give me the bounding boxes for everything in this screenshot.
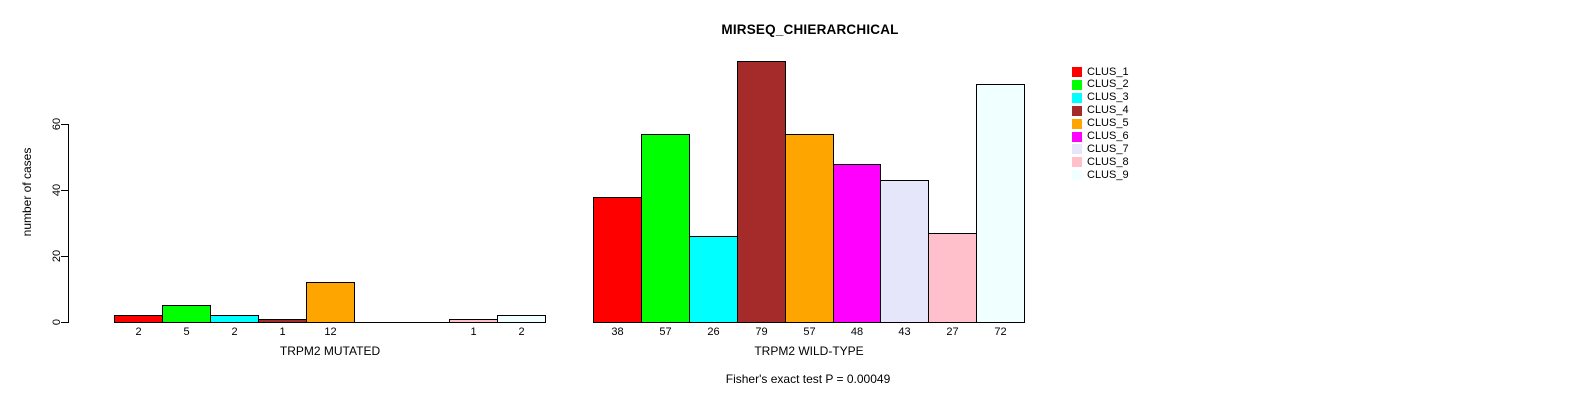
bar-value-label: 1 [279, 326, 286, 338]
bar-clus_3 [210, 315, 259, 323]
bar-clus_6 [833, 164, 881, 323]
legend-swatch-clus_4 [1072, 106, 1082, 116]
legend-label-clus_6: CLUS_6 [1087, 130, 1129, 142]
legend-label-clus_9: CLUS_9 [1087, 169, 1129, 181]
bar-value-label: 2 [231, 326, 238, 338]
bar-clus_9 [976, 84, 1025, 323]
bar-clus_5 [306, 282, 355, 323]
y-tick [61, 256, 68, 257]
bar-clus_2 [162, 305, 211, 323]
y-axis-title: number of cases [20, 147, 34, 237]
legend-label-clus_8: CLUS_8 [1087, 156, 1129, 168]
bar-clus_4 [258, 319, 307, 323]
bar-clus_3 [689, 236, 738, 323]
bar-clus_6-zero [354, 322, 402, 323]
bar-value-label: 43 [898, 326, 911, 338]
bar-value-label: 27 [946, 326, 959, 338]
y-tick-label: 40 [51, 183, 63, 197]
legend-label-clus_5: CLUS_5 [1087, 117, 1129, 129]
bar-clus_4 [737, 61, 786, 323]
legend-swatch-clus_3 [1072, 93, 1082, 103]
bar-value-label: 57 [803, 326, 816, 338]
bar-clus_2 [641, 134, 690, 323]
legend-label-clus_7: CLUS_7 [1087, 143, 1129, 155]
bar-value-label: 79 [755, 326, 768, 338]
bar-clus_8 [928, 233, 977, 323]
x-group-label: TRPM2 WILD-TYPE [754, 344, 864, 358]
chart-title: MIRSEQ_CHIERARCHICAL [721, 22, 899, 37]
legend-label-clus_4: CLUS_4 [1087, 104, 1129, 116]
bar-clus_1 [593, 197, 642, 323]
bar-clus_7-zero [401, 322, 450, 323]
bar-clus_8 [449, 319, 498, 323]
bar-clus_1 [114, 315, 163, 323]
y-tick [61, 124, 68, 125]
legend-swatch-clus_5 [1072, 119, 1082, 129]
legend-swatch-clus_1 [1072, 67, 1082, 77]
bar-value-label: 48 [850, 326, 864, 338]
legend-swatch-clus_6 [1072, 132, 1082, 142]
bar-value-label: 72 [994, 326, 1007, 338]
bar-value-label: 57 [659, 326, 672, 338]
legend-label-clus_1: CLUS_1 [1087, 66, 1129, 78]
y-axis-line [68, 124, 69, 323]
bar-value-label: 38 [611, 326, 624, 338]
y-tick-label: 0 [51, 318, 63, 326]
annotation-text: Fisher's exact test P = 0.00049 [725, 372, 891, 386]
x-group-label: TRPM2 MUTATED [279, 344, 381, 358]
bar-value-label: 12 [324, 326, 337, 338]
bar-value-label: 1 [470, 326, 477, 338]
y-tick [61, 322, 68, 323]
bar-clus_9 [497, 315, 546, 323]
bar-value-label: 2 [135, 326, 142, 338]
bar-clus_7 [880, 180, 929, 323]
legend-swatch-clus_8 [1072, 157, 1082, 167]
bar-value-label: 5 [183, 326, 190, 338]
bar-value-label: 2 [518, 326, 525, 338]
y-tick-label: 60 [51, 117, 63, 131]
legend-label-clus_2: CLUS_2 [1087, 78, 1129, 90]
bar-value-label: 26 [707, 326, 720, 338]
legend-label-clus_3: CLUS_3 [1087, 91, 1129, 103]
y-tick-label: 20 [51, 249, 63, 263]
bar-clus_5 [785, 134, 834, 323]
legend-swatch-clus_7 [1072, 144, 1082, 154]
legend-swatch-clus_9 [1072, 170, 1082, 180]
y-tick [61, 190, 68, 191]
legend-swatch-clus_2 [1072, 80, 1082, 90]
